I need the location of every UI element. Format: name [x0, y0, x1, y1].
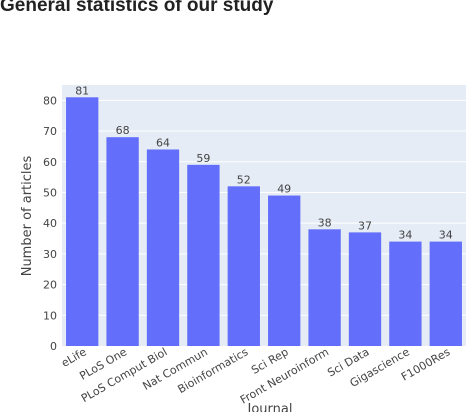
bar [429, 241, 462, 346]
data-label: 37 [358, 219, 372, 232]
bar [268, 195, 301, 346]
data-label: 68 [116, 124, 130, 137]
bar [187, 164, 220, 346]
y-tick-label: 10 [43, 309, 57, 322]
y-tick-label: 0 [50, 340, 57, 353]
x-tick-label: eLife [59, 345, 89, 370]
bar [227, 186, 260, 346]
data-label: 49 [277, 183, 291, 196]
data-label: 52 [237, 173, 251, 186]
y-tick-label: 20 [43, 279, 57, 292]
bar [106, 137, 139, 346]
data-label: 34 [398, 229, 412, 242]
x-tick-label: Bioinformatics [175, 345, 250, 396]
bar [66, 97, 99, 347]
bar [389, 241, 422, 346]
y-tick-label: 60 [43, 156, 57, 169]
y-tick-label: 70 [43, 125, 57, 138]
y-tick-label: 40 [43, 217, 57, 230]
y-tick-label: 80 [43, 94, 57, 107]
data-labels: 81 68 64 59 52 49 38 37 34 34 [75, 84, 453, 241]
x-axis-label: Journal [247, 402, 293, 412]
data-label: 59 [196, 152, 210, 165]
bar [146, 149, 180, 346]
bar [308, 229, 341, 346]
y-tick-labels: 0 10 20 30 40 50 60 70 80 [43, 94, 57, 353]
bar [348, 232, 382, 346]
page-title: General statistics of our study [0, 0, 274, 16]
data-label: 38 [318, 216, 332, 229]
y-axis-label: Number of articles [20, 155, 35, 276]
data-label: 34 [439, 229, 453, 242]
y-tick-label: 30 [43, 248, 57, 261]
data-label: 81 [75, 84, 89, 97]
bars [66, 97, 462, 347]
y-tick-label: 50 [43, 186, 57, 199]
data-label: 64 [156, 136, 170, 149]
